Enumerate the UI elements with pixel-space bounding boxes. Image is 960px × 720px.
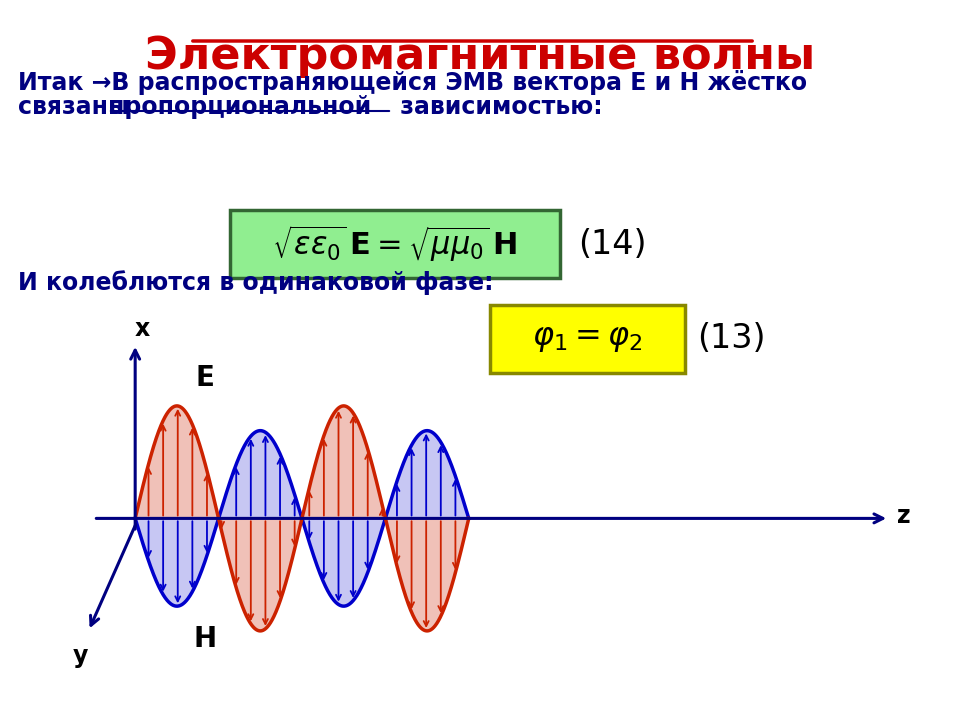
Text: E: E	[196, 364, 215, 392]
Text: Итак →В распространяющейся ЭМВ вектора E и H жёстко: Итак →В распространяющейся ЭМВ вектора E…	[18, 70, 807, 95]
Text: зависимостью:: зависимостью:	[392, 95, 603, 119]
Text: пропорциональной: пропорциональной	[108, 95, 372, 119]
Text: связаны: связаны	[18, 95, 137, 119]
Text: x: x	[134, 317, 150, 341]
Text: H: H	[194, 625, 217, 653]
Text: (14): (14)	[578, 228, 646, 261]
FancyBboxPatch shape	[230, 210, 560, 278]
Text: $\varphi_1 = \varphi_2$: $\varphi_1 = \varphi_2$	[532, 323, 643, 354]
Text: $\sqrt{\varepsilon\varepsilon_0}\,\mathbf{E} = \sqrt{\mu\mu_0}\,\mathbf{H}$: $\sqrt{\varepsilon\varepsilon_0}\,\mathb…	[273, 223, 517, 264]
Text: Электромагнитные волны: Электромагнитные волны	[145, 35, 815, 78]
FancyBboxPatch shape	[490, 305, 685, 373]
Text: И колеблются в одинаковой фазе:: И колеблются в одинаковой фазе:	[18, 270, 493, 294]
Text: z: z	[898, 504, 911, 528]
Text: (13): (13)	[697, 323, 765, 356]
Text: y: y	[72, 644, 87, 668]
